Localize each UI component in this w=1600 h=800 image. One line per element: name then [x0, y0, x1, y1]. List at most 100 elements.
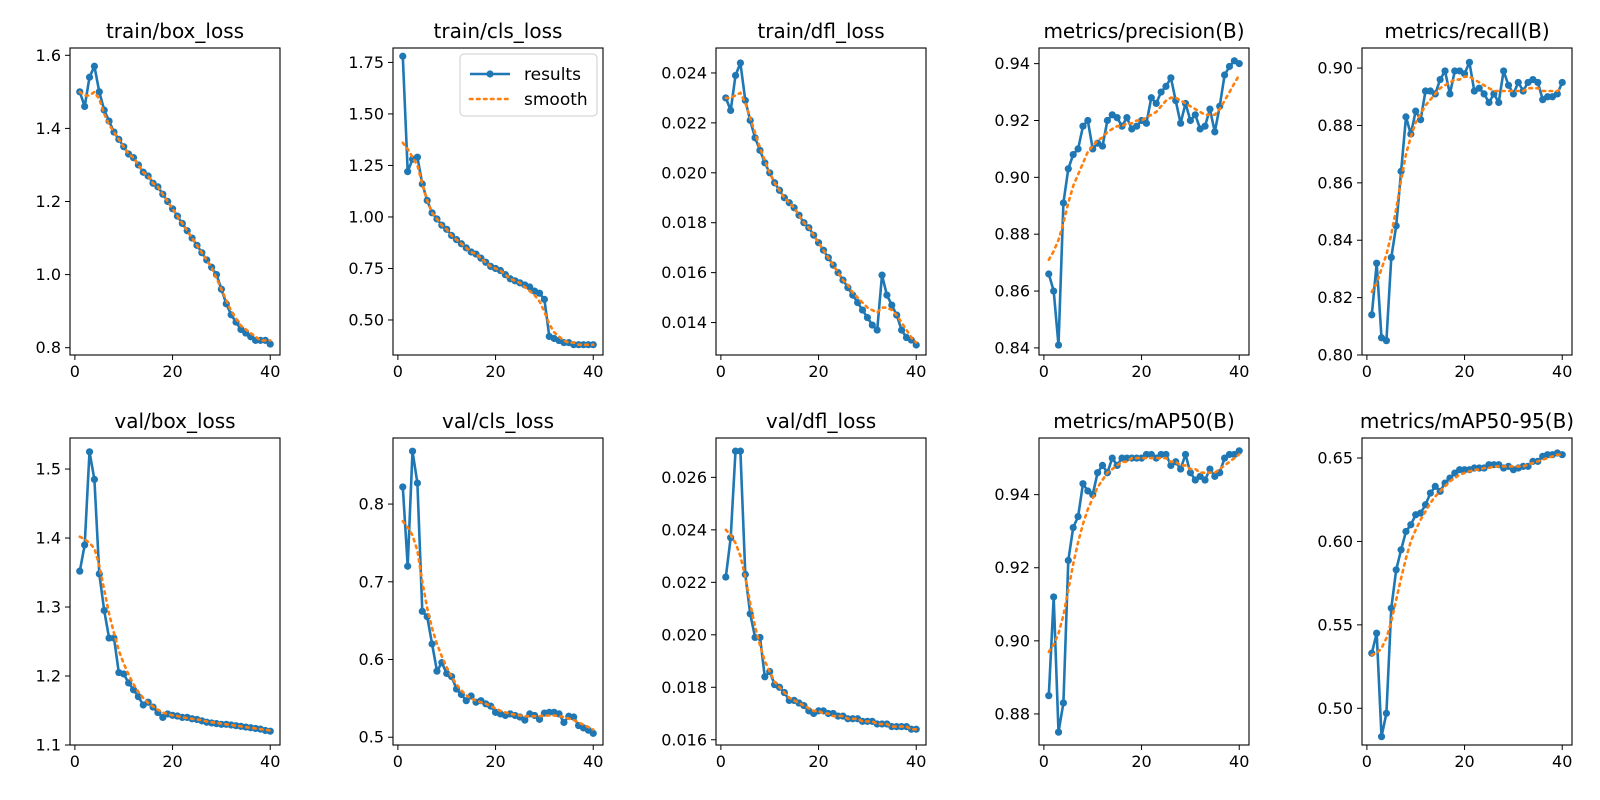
data-point-results [399, 483, 407, 491]
data-point-results [521, 716, 529, 724]
y-tick-label: 0.022 [661, 113, 707, 132]
series-line-results [78, 65, 271, 346]
x-tick-label: 20 [162, 752, 182, 771]
data-point-results [1074, 145, 1082, 153]
data-point-results [1220, 71, 1229, 79]
data-point-results [399, 52, 407, 60]
y-tick-label: 0.84 [1317, 231, 1353, 250]
y-tick-label: 0.90 [994, 631, 1030, 650]
series-line-smooth [401, 141, 595, 347]
legend: results smooth [459, 53, 598, 117]
data-point-results [1431, 482, 1439, 490]
data-point-results [404, 168, 412, 176]
data-point-results [1054, 728, 1063, 736]
series-line-smooth [401, 519, 595, 731]
data-point-results [1059, 699, 1068, 707]
data-point-results [1142, 119, 1151, 127]
plot-frame [392, 437, 604, 746]
data-point-results [1113, 114, 1121, 122]
data-point-results [1050, 593, 1058, 601]
x-tick-label: 20 [1131, 362, 1151, 381]
series-line-results [1047, 449, 1240, 734]
x-tick-label: 40 [906, 362, 926, 381]
data-point-results [1475, 84, 1483, 92]
x-tick-label: 40 [583, 752, 603, 771]
data-point-results [727, 106, 735, 114]
data-point-results [1045, 692, 1053, 700]
data-point-results [761, 673, 769, 681]
y-tick-label: 0.014 [661, 313, 707, 332]
data-point-results [129, 686, 138, 694]
x-tick-label: 20 [1454, 752, 1474, 771]
x-tick-label: 40 [906, 752, 926, 771]
data-point-results [1382, 337, 1391, 345]
y-tick-label: 0.86 [1317, 173, 1353, 192]
data-point-results [266, 340, 274, 348]
data-point-results [1392, 566, 1400, 574]
x-tick-label: 40 [260, 362, 280, 381]
data-point-results [731, 71, 740, 80]
data-point-results [1059, 199, 1068, 207]
x-tick-label: 20 [1454, 362, 1474, 381]
data-point-results [1368, 311, 1376, 319]
panel-title: metrics/recall(B) [1384, 19, 1549, 43]
data-point-results [1373, 629, 1381, 637]
panel-title: train/box_loss [106, 19, 244, 43]
data-point-results [854, 298, 862, 307]
data-point-results [849, 291, 857, 299]
data-point-results [1558, 78, 1566, 87]
plot-frame [715, 437, 927, 746]
panel-title: val/cls_loss [442, 409, 554, 433]
data-point-results [1436, 75, 1444, 84]
plot-frame [69, 47, 281, 356]
data-point-results [1534, 78, 1542, 87]
data-point-results [1426, 489, 1434, 497]
y-tick-label: 0.8 [36, 338, 61, 357]
x-tick-label: 0 [1362, 752, 1372, 771]
y-tick-label: 0.82 [1317, 288, 1353, 307]
data-point-results [1094, 469, 1102, 477]
data-point-results [1064, 556, 1072, 565]
data-point-results [1558, 451, 1566, 459]
y-tick-label: 1.0 [36, 265, 61, 284]
series-line-results [1370, 451, 1563, 739]
data-point-results [1504, 81, 1513, 89]
data-point-results [858, 306, 867, 314]
y-tick-label: 1.50 [348, 104, 384, 123]
data-point-results [462, 697, 470, 705]
x-tick-label: 0 [70, 752, 80, 771]
y-tick-label: 1.2 [36, 667, 61, 686]
x-tick-label: 0 [393, 752, 403, 771]
y-tick-label: 1.00 [348, 207, 384, 226]
data-point-results [1181, 450, 1190, 459]
data-point-results [1050, 287, 1058, 295]
x-tick-label: 20 [808, 362, 828, 381]
data-point-results [540, 295, 548, 303]
x-tick-label: 40 [1552, 362, 1572, 381]
panel-train-dfl-loss: train/dfl_loss 0 20 40 0.014 0.016 0.018 0.020 0… [661, 19, 927, 381]
data-point-results [1402, 113, 1410, 121]
panel-title: metrics/mAP50-95(B) [1360, 409, 1574, 433]
data-point-results [100, 606, 108, 615]
panel-metrics-map50-b: metrics/mAP50(B) 0 20 40 0.88 0.90 0.92 0.94 [994, 409, 1250, 771]
data-point-results [873, 326, 881, 334]
y-tick-label: 0.50 [348, 310, 384, 329]
legend-results-label: results [524, 65, 581, 85]
y-tick-label: 0.55 [1317, 615, 1353, 634]
panel-train-cls-loss: train/cls_loss 0 20 40 0.50 0.75 1.00 1.25 1.50 1… [348, 19, 604, 381]
y-tick-label: 0.026 [661, 468, 707, 487]
data-point-results [404, 562, 412, 570]
panel-title: train/dfl_loss [757, 19, 884, 43]
y-tick-label: 0.50 [1317, 699, 1353, 718]
series-line-results [78, 450, 271, 733]
data-point-results [1098, 142, 1107, 150]
y-tick-label: 0.016 [661, 263, 707, 282]
panel-metrics-precision-b: metrics/precision(B) 0 20 40 0.84 0.86 0.88 0.9… [994, 19, 1250, 381]
legend-results-marker [486, 70, 494, 78]
data-point-results [1079, 122, 1087, 130]
data-point-results [589, 729, 597, 737]
series-line-results [401, 449, 594, 735]
x-tick-label: 40 [1229, 752, 1249, 771]
x-tick-label: 0 [716, 362, 726, 381]
data-point-results [90, 475, 99, 483]
